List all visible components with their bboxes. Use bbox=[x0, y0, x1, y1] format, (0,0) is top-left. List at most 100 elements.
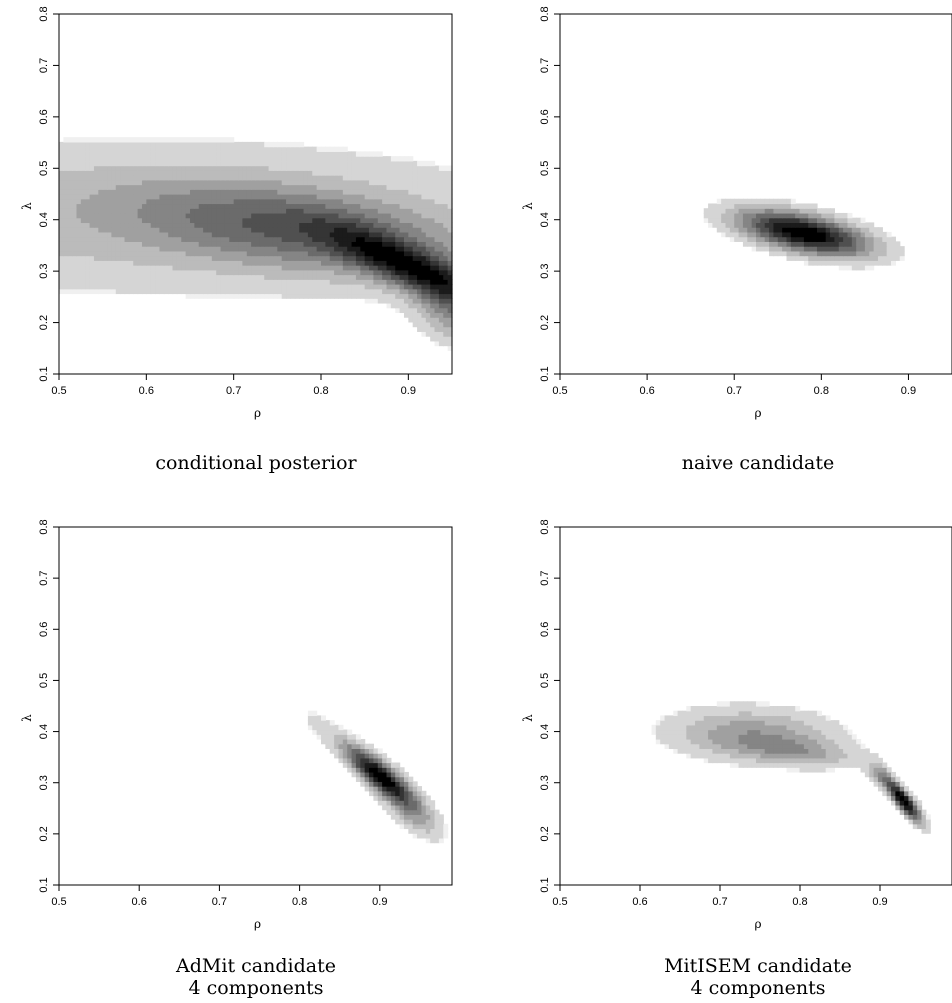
heatmap-cell bbox=[447, 255, 453, 261]
heatmap-cell bbox=[115, 288, 121, 295]
heatmap-cell bbox=[877, 757, 883, 764]
heatmap-cell bbox=[438, 189, 444, 195]
heatmap-cell bbox=[425, 165, 431, 171]
heatmap-cell bbox=[72, 151, 78, 157]
heatmap-cell bbox=[408, 156, 414, 162]
heatmap-cell bbox=[403, 776, 409, 782]
heatmap-cell bbox=[325, 265, 331, 271]
heatmap-cell bbox=[229, 293, 235, 299]
heatmap-cell bbox=[443, 227, 449, 233]
heatmap-cell bbox=[851, 246, 857, 252]
heatmap-cell bbox=[399, 156, 405, 162]
heatmap-cell bbox=[412, 246, 418, 252]
heatmap-cell bbox=[137, 241, 143, 247]
heatmap-cell bbox=[242, 250, 248, 257]
heatmap-cell bbox=[229, 170, 235, 176]
heatmap-cell bbox=[93, 217, 99, 224]
x-tick-label: 0.6 bbox=[139, 385, 154, 397]
heatmap-cell bbox=[93, 246, 99, 252]
heatmap-cell bbox=[369, 293, 374, 299]
heatmap-cell bbox=[220, 137, 226, 143]
heatmap-cell bbox=[251, 179, 257, 186]
heatmap-cell bbox=[312, 194, 318, 200]
heatmap-cell bbox=[342, 212, 348, 219]
heatmap-cell bbox=[67, 212, 73, 219]
heatmap-cell bbox=[286, 279, 292, 285]
heatmap-cell bbox=[67, 265, 73, 271]
heatmap-cell bbox=[443, 269, 449, 276]
heatmap-cell bbox=[421, 284, 427, 290]
heatmap-cell bbox=[917, 809, 923, 815]
heatmap-cell bbox=[430, 194, 436, 200]
heatmap-cell bbox=[830, 231, 835, 238]
heatmap-cell bbox=[364, 156, 370, 162]
heatmap-cell bbox=[141, 236, 147, 242]
heatmap-cell bbox=[246, 170, 252, 176]
heatmap-cell bbox=[146, 189, 152, 195]
heatmap-cell bbox=[194, 194, 200, 200]
heatmap-cell bbox=[329, 198, 335, 205]
heatmap-cell bbox=[325, 203, 331, 209]
heatmap-cell bbox=[194, 165, 200, 171]
heatmap-cell bbox=[895, 795, 901, 801]
heatmap-cell bbox=[421, 184, 427, 190]
heatmap-cell bbox=[347, 284, 353, 290]
heatmap-cell bbox=[417, 321, 423, 328]
heatmap-cell bbox=[63, 212, 69, 219]
heatmap-cell bbox=[137, 231, 143, 238]
heatmap-cell bbox=[799, 250, 805, 257]
heatmap-cell bbox=[181, 236, 187, 242]
heatmap-cell bbox=[198, 236, 204, 242]
heatmap-cell bbox=[321, 151, 326, 157]
heatmap-cell bbox=[216, 212, 222, 219]
heatmap-cell bbox=[395, 790, 401, 797]
heatmap-cell bbox=[369, 203, 374, 209]
heatmap-cell bbox=[290, 141, 296, 148]
heatmap-cell bbox=[246, 241, 252, 247]
heatmap-cell bbox=[277, 236, 283, 242]
heatmap-cell bbox=[856, 222, 862, 228]
heatmap-cell bbox=[786, 757, 792, 764]
heatmap-cell bbox=[786, 227, 792, 233]
heatmap-cell bbox=[921, 828, 927, 834]
heatmap-cell bbox=[917, 804, 923, 811]
heatmap-cell bbox=[838, 241, 844, 247]
heatmap-cell bbox=[773, 198, 779, 205]
heatmap-cell bbox=[655, 734, 661, 740]
heatmap-cell bbox=[207, 189, 213, 195]
heatmap-cell bbox=[803, 222, 809, 228]
heatmap-cell bbox=[355, 255, 361, 261]
heatmap-cell bbox=[342, 160, 348, 167]
heatmap-cell bbox=[72, 274, 78, 280]
heatmap-cell bbox=[163, 260, 169, 266]
heatmap-cell bbox=[163, 146, 169, 152]
heatmap-cell bbox=[390, 184, 396, 190]
heatmap-cell bbox=[438, 250, 444, 257]
heatmap-cell bbox=[430, 217, 436, 224]
heatmap-cell bbox=[80, 156, 86, 162]
heatmap-cell bbox=[163, 269, 169, 276]
heatmap-cell bbox=[799, 241, 805, 247]
heatmap-cell bbox=[264, 236, 270, 242]
heatmap-cell bbox=[399, 269, 405, 276]
heatmap-cell bbox=[351, 274, 357, 280]
heatmap-cell bbox=[769, 217, 775, 224]
heatmap-cell bbox=[434, 212, 440, 219]
heatmap-cell bbox=[124, 274, 130, 280]
heatmap-cell bbox=[133, 250, 139, 257]
heatmap-cell bbox=[89, 288, 95, 295]
heatmap-cell bbox=[364, 269, 370, 276]
heatmap-cell bbox=[769, 208, 775, 214]
heatmap-cell bbox=[395, 170, 401, 176]
heatmap-cell bbox=[373, 265, 379, 271]
heatmap-cell bbox=[181, 269, 187, 276]
heatmap-cell bbox=[246, 260, 252, 266]
heatmap-cell bbox=[760, 738, 766, 745]
heatmap-cell bbox=[816, 738, 822, 745]
heatmap-cell bbox=[403, 255, 409, 261]
heatmap-cell bbox=[67, 137, 73, 143]
heatmap-cell bbox=[369, 227, 374, 233]
heatmap-cell bbox=[238, 222, 243, 228]
heatmap-cell bbox=[421, 198, 427, 205]
heatmap-cell bbox=[725, 701, 731, 707]
